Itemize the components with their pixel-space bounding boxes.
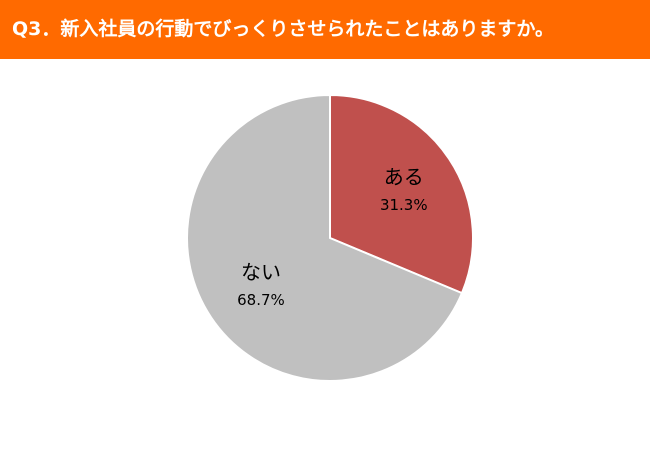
slice-label-yes: ある	[384, 165, 424, 189]
pie-slices	[186, 93, 474, 382]
page-title: Q3．新入社員の行動でびっくりさせられたことはありますか。	[0, 0, 650, 59]
pie-chart: ある 31.3% ない 68.7%	[186, 93, 474, 382]
slice-value-yes: 31.3%	[380, 196, 428, 214]
pie-slice-no	[186, 93, 464, 382]
pie-labels: ある 31.3% ない 68.7%	[237, 165, 427, 309]
pie-slice-yes	[329, 93, 474, 295]
slice-label-no: ない	[241, 260, 281, 284]
chart-area: ある 31.3% ない 68.7%	[0, 59, 650, 451]
slice-value-no: 68.7%	[237, 291, 285, 309]
